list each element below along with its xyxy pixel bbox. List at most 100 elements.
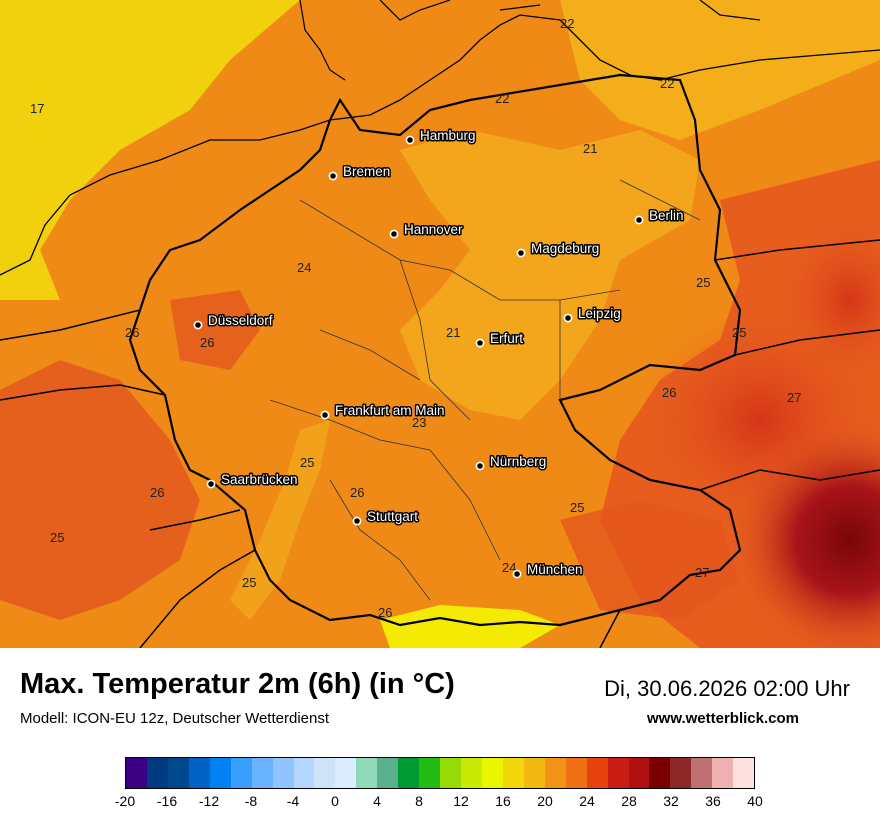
color-scale-tick-label: 16 bbox=[495, 793, 511, 809]
color-scale-tick-label: -16 bbox=[156, 793, 178, 809]
isoline-label: 24 bbox=[502, 560, 516, 575]
color-scale-segment bbox=[272, 758, 294, 788]
color-scale-segment bbox=[586, 758, 608, 788]
color-scale-segment bbox=[251, 758, 273, 788]
isoline-label: 25 bbox=[732, 325, 746, 340]
color-scale-tick-label: -4 bbox=[286, 793, 300, 809]
color-scale-segment bbox=[691, 758, 713, 788]
city-berlin[interactable]: Berlin bbox=[634, 207, 685, 225]
city-marker bbox=[563, 313, 573, 323]
color-scale-tick-label: -8 bbox=[244, 793, 258, 809]
city-label: Magdeburg bbox=[531, 241, 599, 256]
color-scale-segment bbox=[188, 758, 210, 788]
city-label: Berlin bbox=[649, 208, 684, 223]
color-scale-segment bbox=[523, 758, 545, 788]
city-frankfurt[interactable]: Frankfurt am Main bbox=[320, 402, 446, 420]
color-scale-tick-label: 36 bbox=[705, 793, 721, 809]
city-label: Nürnberg bbox=[490, 454, 546, 469]
color-scale-segment bbox=[733, 758, 755, 788]
color-scale-segment bbox=[377, 758, 399, 788]
city-muenchen[interactable]: München bbox=[512, 561, 584, 579]
color-scale-tick-label: 20 bbox=[537, 793, 553, 809]
color-scale-segment bbox=[230, 758, 252, 788]
alps-yellow bbox=[380, 605, 560, 648]
color-scale-segment bbox=[461, 758, 482, 788]
city-marker bbox=[516, 248, 526, 258]
color-scale-segment bbox=[712, 758, 734, 788]
city-nuernberg[interactable]: Nürnberg bbox=[475, 453, 548, 471]
city-marker bbox=[634, 215, 644, 225]
isoline-label: 27 bbox=[695, 565, 709, 580]
color-scale-segment bbox=[502, 758, 524, 788]
isoline-label: 27 bbox=[787, 390, 801, 405]
isoline-label: 25 bbox=[242, 575, 256, 590]
north-light-band bbox=[560, 0, 880, 140]
city-label: Düsseldorf bbox=[208, 313, 273, 328]
city-label: Stuttgart bbox=[367, 509, 418, 524]
city-duesseldorf[interactable]: Düsseldorf bbox=[193, 312, 274, 330]
color-scale-segment bbox=[146, 758, 168, 788]
color-scale-segment bbox=[209, 758, 231, 788]
map-title: Max. Temperatur 2m (6h) (in °C) bbox=[20, 668, 455, 700]
color-scale-tick-label: -12 bbox=[198, 793, 220, 809]
isoline-label: 26 bbox=[662, 385, 676, 400]
color-scale-segment bbox=[607, 758, 629, 788]
city-marker bbox=[328, 171, 338, 181]
color-scale-segment bbox=[481, 758, 503, 788]
color-scale-tick-label: 4 bbox=[373, 793, 381, 809]
isoline-label: 26 bbox=[200, 335, 214, 350]
city-label: Leipzig bbox=[578, 306, 621, 321]
land-dark-ruhr bbox=[170, 290, 260, 370]
color-scale-tick-label: 8 bbox=[415, 793, 423, 809]
website-link[interactable]: www.wetterblick.com bbox=[647, 710, 799, 727]
color-scale-segment bbox=[649, 758, 671, 788]
coastline bbox=[0, 14, 880, 276]
isoline-label: 23 bbox=[412, 415, 426, 430]
color-scale-tick-label: 40 bbox=[747, 793, 763, 809]
color-scale-segment bbox=[440, 758, 461, 788]
city-marker bbox=[352, 516, 362, 526]
land-light-area bbox=[400, 130, 700, 420]
color-scale-tick-label: 28 bbox=[621, 793, 637, 809]
color-scale-tick-label: 24 bbox=[579, 793, 595, 809]
isoline-label: 26 bbox=[378, 605, 392, 620]
coastline-denmark bbox=[299, 0, 761, 81]
model-source: Modell: ICON-EU 12z, Deutscher Wetterdie… bbox=[20, 710, 330, 727]
state-borders bbox=[269, 179, 701, 601]
city-label: Erfurt bbox=[490, 331, 523, 346]
color-scale-tick-label: -20 bbox=[114, 793, 136, 809]
city-marker bbox=[475, 461, 485, 471]
city-marker bbox=[389, 229, 399, 239]
isoline-label: 26 bbox=[125, 325, 139, 340]
city-marker bbox=[512, 569, 522, 579]
color-scale-segment bbox=[565, 758, 587, 788]
city-saarbruecken[interactable]: Saarbrücken bbox=[206, 471, 299, 489]
color-scale-segment bbox=[314, 758, 336, 788]
neighbor-borders bbox=[0, 239, 880, 648]
isoline-label: 24 bbox=[297, 260, 311, 275]
city-hannover[interactable]: Hannover bbox=[389, 221, 465, 239]
map-footer: Max. Temperatur 2m (6h) (in °C) Di, 30.0… bbox=[0, 648, 880, 830]
color-scale-segment bbox=[628, 758, 650, 788]
city-label: Frankfurt am Main bbox=[335, 403, 445, 418]
city-erfurt[interactable]: Erfurt bbox=[475, 330, 525, 348]
rhine-valley-light bbox=[230, 420, 330, 620]
forecast-date: Di, 30.06.2026 02:00 Uhr bbox=[604, 676, 850, 701]
temperature-map[interactable]: 17 22 22 22 21 24 26 26 21 25 25 26 27 2… bbox=[0, 0, 880, 648]
city-stuttgart[interactable]: Stuttgart bbox=[352, 508, 420, 526]
isoline-label: 22 bbox=[495, 91, 509, 106]
isoline-label: 21 bbox=[583, 141, 597, 156]
city-marker bbox=[405, 135, 415, 145]
city-hamburg[interactable]: Hamburg bbox=[405, 127, 477, 145]
city-marker bbox=[206, 479, 216, 489]
city-label: München bbox=[527, 562, 583, 577]
isoline-label: 25 bbox=[570, 500, 584, 515]
city-leipzig[interactable]: Leipzig bbox=[563, 305, 622, 323]
city-magdeburg[interactable]: Magdeburg bbox=[516, 240, 601, 258]
city-bremen[interactable]: Bremen bbox=[328, 163, 392, 181]
color-scale-segment bbox=[398, 758, 420, 788]
city-label: Hamburg bbox=[420, 128, 476, 143]
color-scale-segment bbox=[126, 758, 147, 788]
city-label: Hannover bbox=[404, 222, 463, 237]
isoline-label: 25 bbox=[50, 530, 64, 545]
